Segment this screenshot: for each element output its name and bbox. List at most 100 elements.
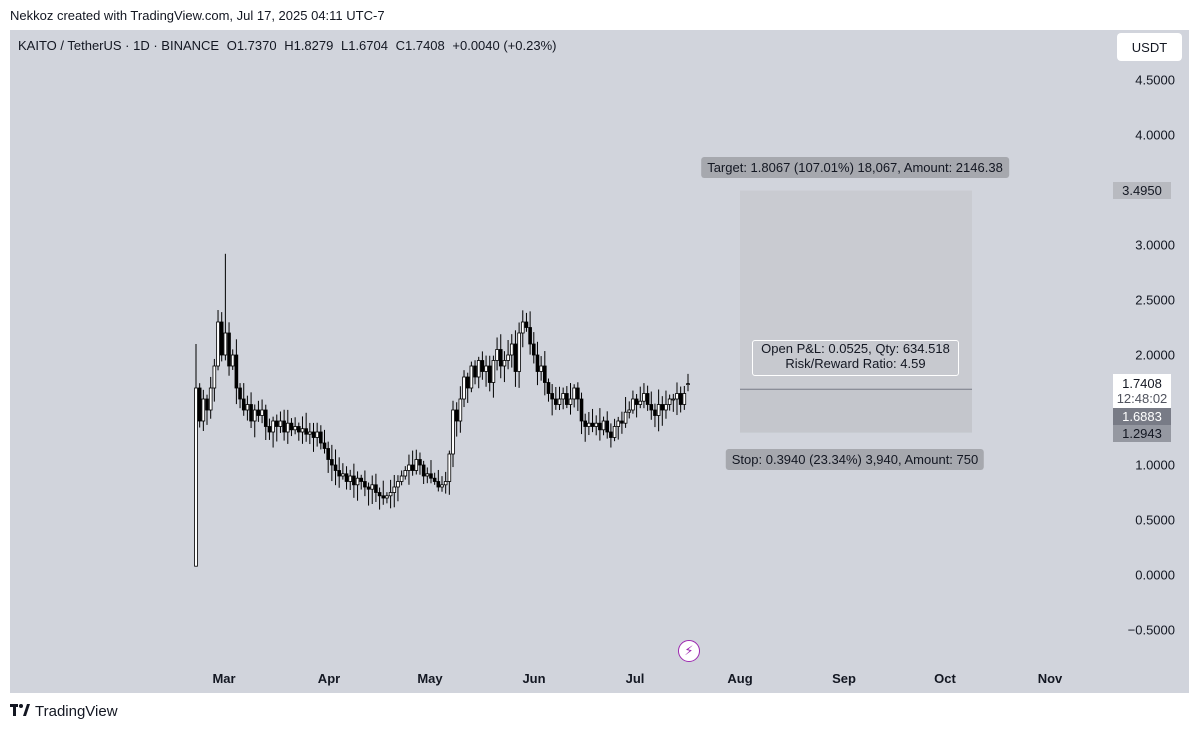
candle[interactable] <box>241 383 246 416</box>
candle[interactable] <box>638 386 643 409</box>
candle[interactable] <box>300 416 305 444</box>
candle[interactable] <box>432 472 437 485</box>
candle[interactable] <box>263 404 268 441</box>
candle[interactable] <box>366 482 371 506</box>
candle[interactable] <box>333 449 338 486</box>
candle[interactable] <box>245 395 250 421</box>
candle[interactable] <box>227 322 231 376</box>
candle[interactable] <box>370 475 375 505</box>
candle[interactable] <box>201 389 206 431</box>
lightning-icon[interactable]: ⚡ <box>678 640 700 662</box>
candle[interactable] <box>631 390 635 414</box>
candle[interactable] <box>363 470 367 497</box>
candle[interactable] <box>443 471 448 494</box>
stop-zone[interactable] <box>740 389 972 433</box>
candle[interactable] <box>308 422 312 445</box>
candle[interactable] <box>686 373 690 392</box>
candle[interactable] <box>403 466 408 480</box>
candle[interactable] <box>311 422 316 452</box>
candle[interactable] <box>473 360 477 385</box>
candle[interactable] <box>392 474 397 508</box>
candle[interactable] <box>252 404 257 438</box>
candle[interactable] <box>476 356 481 389</box>
candle[interactable] <box>531 332 536 364</box>
candle[interactable] <box>315 422 319 447</box>
candle[interactable] <box>285 409 290 444</box>
candle[interactable] <box>649 391 654 420</box>
candle[interactable] <box>594 415 599 436</box>
candle[interactable] <box>388 479 393 509</box>
candle[interactable] <box>561 387 565 410</box>
candle[interactable] <box>418 452 422 475</box>
candle[interactable] <box>260 399 264 424</box>
candle[interactable] <box>506 340 510 370</box>
candle[interactable] <box>410 450 415 476</box>
candle[interactable] <box>341 463 345 480</box>
candle[interactable] <box>348 469 353 490</box>
candle[interactable] <box>319 425 323 450</box>
candle[interactable] <box>293 417 297 435</box>
candle[interactable] <box>671 393 676 412</box>
candle[interactable] <box>436 469 441 492</box>
candle[interactable] <box>440 476 444 492</box>
candle[interactable] <box>546 378 551 402</box>
candle[interactable] <box>271 416 275 448</box>
candle[interactable] <box>480 351 485 380</box>
target-label[interactable]: Target: 1.8067 (107.01%) 18,067, Amount:… <box>701 157 1009 178</box>
candle[interactable] <box>616 416 621 440</box>
candle[interactable] <box>539 356 543 381</box>
candle[interactable] <box>502 351 507 383</box>
candle[interactable] <box>216 310 220 371</box>
candle[interactable] <box>572 384 576 408</box>
candle[interactable] <box>667 394 672 411</box>
candle[interactable] <box>568 383 573 415</box>
candle[interactable] <box>355 471 360 501</box>
candle[interactable] <box>197 383 202 428</box>
candle[interactable] <box>274 414 279 442</box>
candle[interactable] <box>620 411 624 434</box>
candle[interactable] <box>219 312 224 362</box>
candle[interactable] <box>256 400 261 422</box>
candle[interactable] <box>238 383 242 409</box>
candle[interactable] <box>627 401 632 419</box>
candle[interactable] <box>612 418 617 442</box>
candle[interactable] <box>230 349 235 370</box>
candle[interactable] <box>535 341 540 386</box>
stop-label[interactable]: Stop: 0.3940 (23.34%) 3,940, Amount: 750 <box>725 449 985 470</box>
candle[interactable] <box>682 385 687 410</box>
symbol-name[interactable]: KAITO / TetherUS · 1D · BINANCE <box>18 38 220 53</box>
candle[interactable] <box>465 372 470 403</box>
chart-frame[interactable]: KAITO / TetherUS · 1D · BINANCE O1.7370 … <box>10 30 1189 693</box>
candle[interactable] <box>381 480 386 505</box>
candle[interactable] <box>543 351 547 396</box>
candle[interactable] <box>377 487 382 510</box>
candle[interactable] <box>590 408 595 433</box>
candle[interactable] <box>660 396 665 426</box>
candle[interactable] <box>557 386 562 411</box>
candle[interactable] <box>554 387 558 410</box>
currency-button[interactable]: USDT <box>1117 33 1182 61</box>
candle[interactable] <box>601 416 606 436</box>
candle[interactable] <box>374 473 378 502</box>
candle[interactable] <box>495 337 499 371</box>
candle[interactable] <box>576 382 580 411</box>
candle[interactable] <box>304 412 308 442</box>
candle[interactable] <box>675 382 679 416</box>
candle[interactable] <box>458 386 463 433</box>
candle[interactable] <box>583 413 587 442</box>
candle[interactable] <box>421 460 426 484</box>
candle[interactable] <box>399 470 404 486</box>
candle[interactable] <box>297 422 301 441</box>
candle[interactable] <box>645 385 650 411</box>
candle[interactable] <box>469 361 474 393</box>
candle[interactable] <box>579 392 584 435</box>
candle[interactable] <box>598 408 602 441</box>
candle[interactable] <box>656 389 661 432</box>
candle[interactable] <box>385 492 389 504</box>
candle[interactable] <box>517 322 521 388</box>
candle[interactable] <box>267 418 272 440</box>
candle[interactable] <box>509 334 514 368</box>
candle[interactable] <box>407 454 411 485</box>
candle[interactable] <box>642 383 646 409</box>
candle[interactable] <box>282 409 286 441</box>
